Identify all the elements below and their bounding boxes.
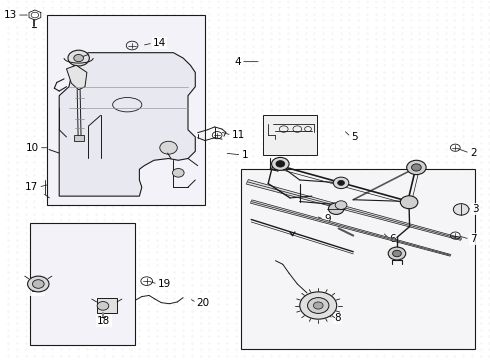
Text: 18: 18 <box>97 316 110 325</box>
Circle shape <box>338 180 344 185</box>
Bar <box>242 169 475 348</box>
Circle shape <box>172 168 184 177</box>
Bar <box>30 223 135 345</box>
Text: 15: 15 <box>93 71 106 81</box>
Circle shape <box>68 50 89 66</box>
Circle shape <box>407 160 426 175</box>
Circle shape <box>27 276 49 292</box>
Circle shape <box>333 177 349 189</box>
Text: 2: 2 <box>470 148 476 158</box>
Circle shape <box>400 196 418 209</box>
Text: 8: 8 <box>334 313 341 323</box>
Circle shape <box>271 157 289 170</box>
Text: 6: 6 <box>390 234 396 244</box>
Polygon shape <box>250 200 451 256</box>
Circle shape <box>314 302 323 309</box>
Text: 21: 21 <box>169 130 182 140</box>
Text: 1: 1 <box>242 150 248 160</box>
Text: 13: 13 <box>3 10 17 20</box>
Text: 11: 11 <box>232 130 245 140</box>
Text: 5: 5 <box>351 132 357 142</box>
Text: 10: 10 <box>25 143 39 153</box>
Circle shape <box>335 201 347 210</box>
Circle shape <box>412 164 421 171</box>
Text: 16: 16 <box>30 284 44 294</box>
Polygon shape <box>59 53 196 196</box>
Bar <box>74 135 84 140</box>
Circle shape <box>97 302 109 310</box>
Polygon shape <box>246 180 462 240</box>
Circle shape <box>74 54 83 62</box>
Circle shape <box>388 247 406 260</box>
Polygon shape <box>67 65 87 90</box>
Circle shape <box>328 203 344 215</box>
Circle shape <box>392 250 401 257</box>
Text: 20: 20 <box>197 298 210 308</box>
Text: 3: 3 <box>472 204 479 214</box>
Text: 4: 4 <box>234 57 241 67</box>
Circle shape <box>453 204 469 215</box>
Circle shape <box>160 141 177 154</box>
Circle shape <box>300 292 337 319</box>
Text: 14: 14 <box>153 38 166 48</box>
Circle shape <box>32 280 44 288</box>
Bar <box>97 298 117 314</box>
Circle shape <box>308 298 329 314</box>
Text: 17: 17 <box>25 182 38 192</box>
Bar <box>47 15 205 205</box>
Text: 12: 12 <box>141 98 154 108</box>
Text: 19: 19 <box>158 279 171 289</box>
Circle shape <box>276 161 285 167</box>
Text: 9: 9 <box>324 215 331 224</box>
Bar <box>263 116 317 155</box>
Text: 7: 7 <box>470 234 476 244</box>
